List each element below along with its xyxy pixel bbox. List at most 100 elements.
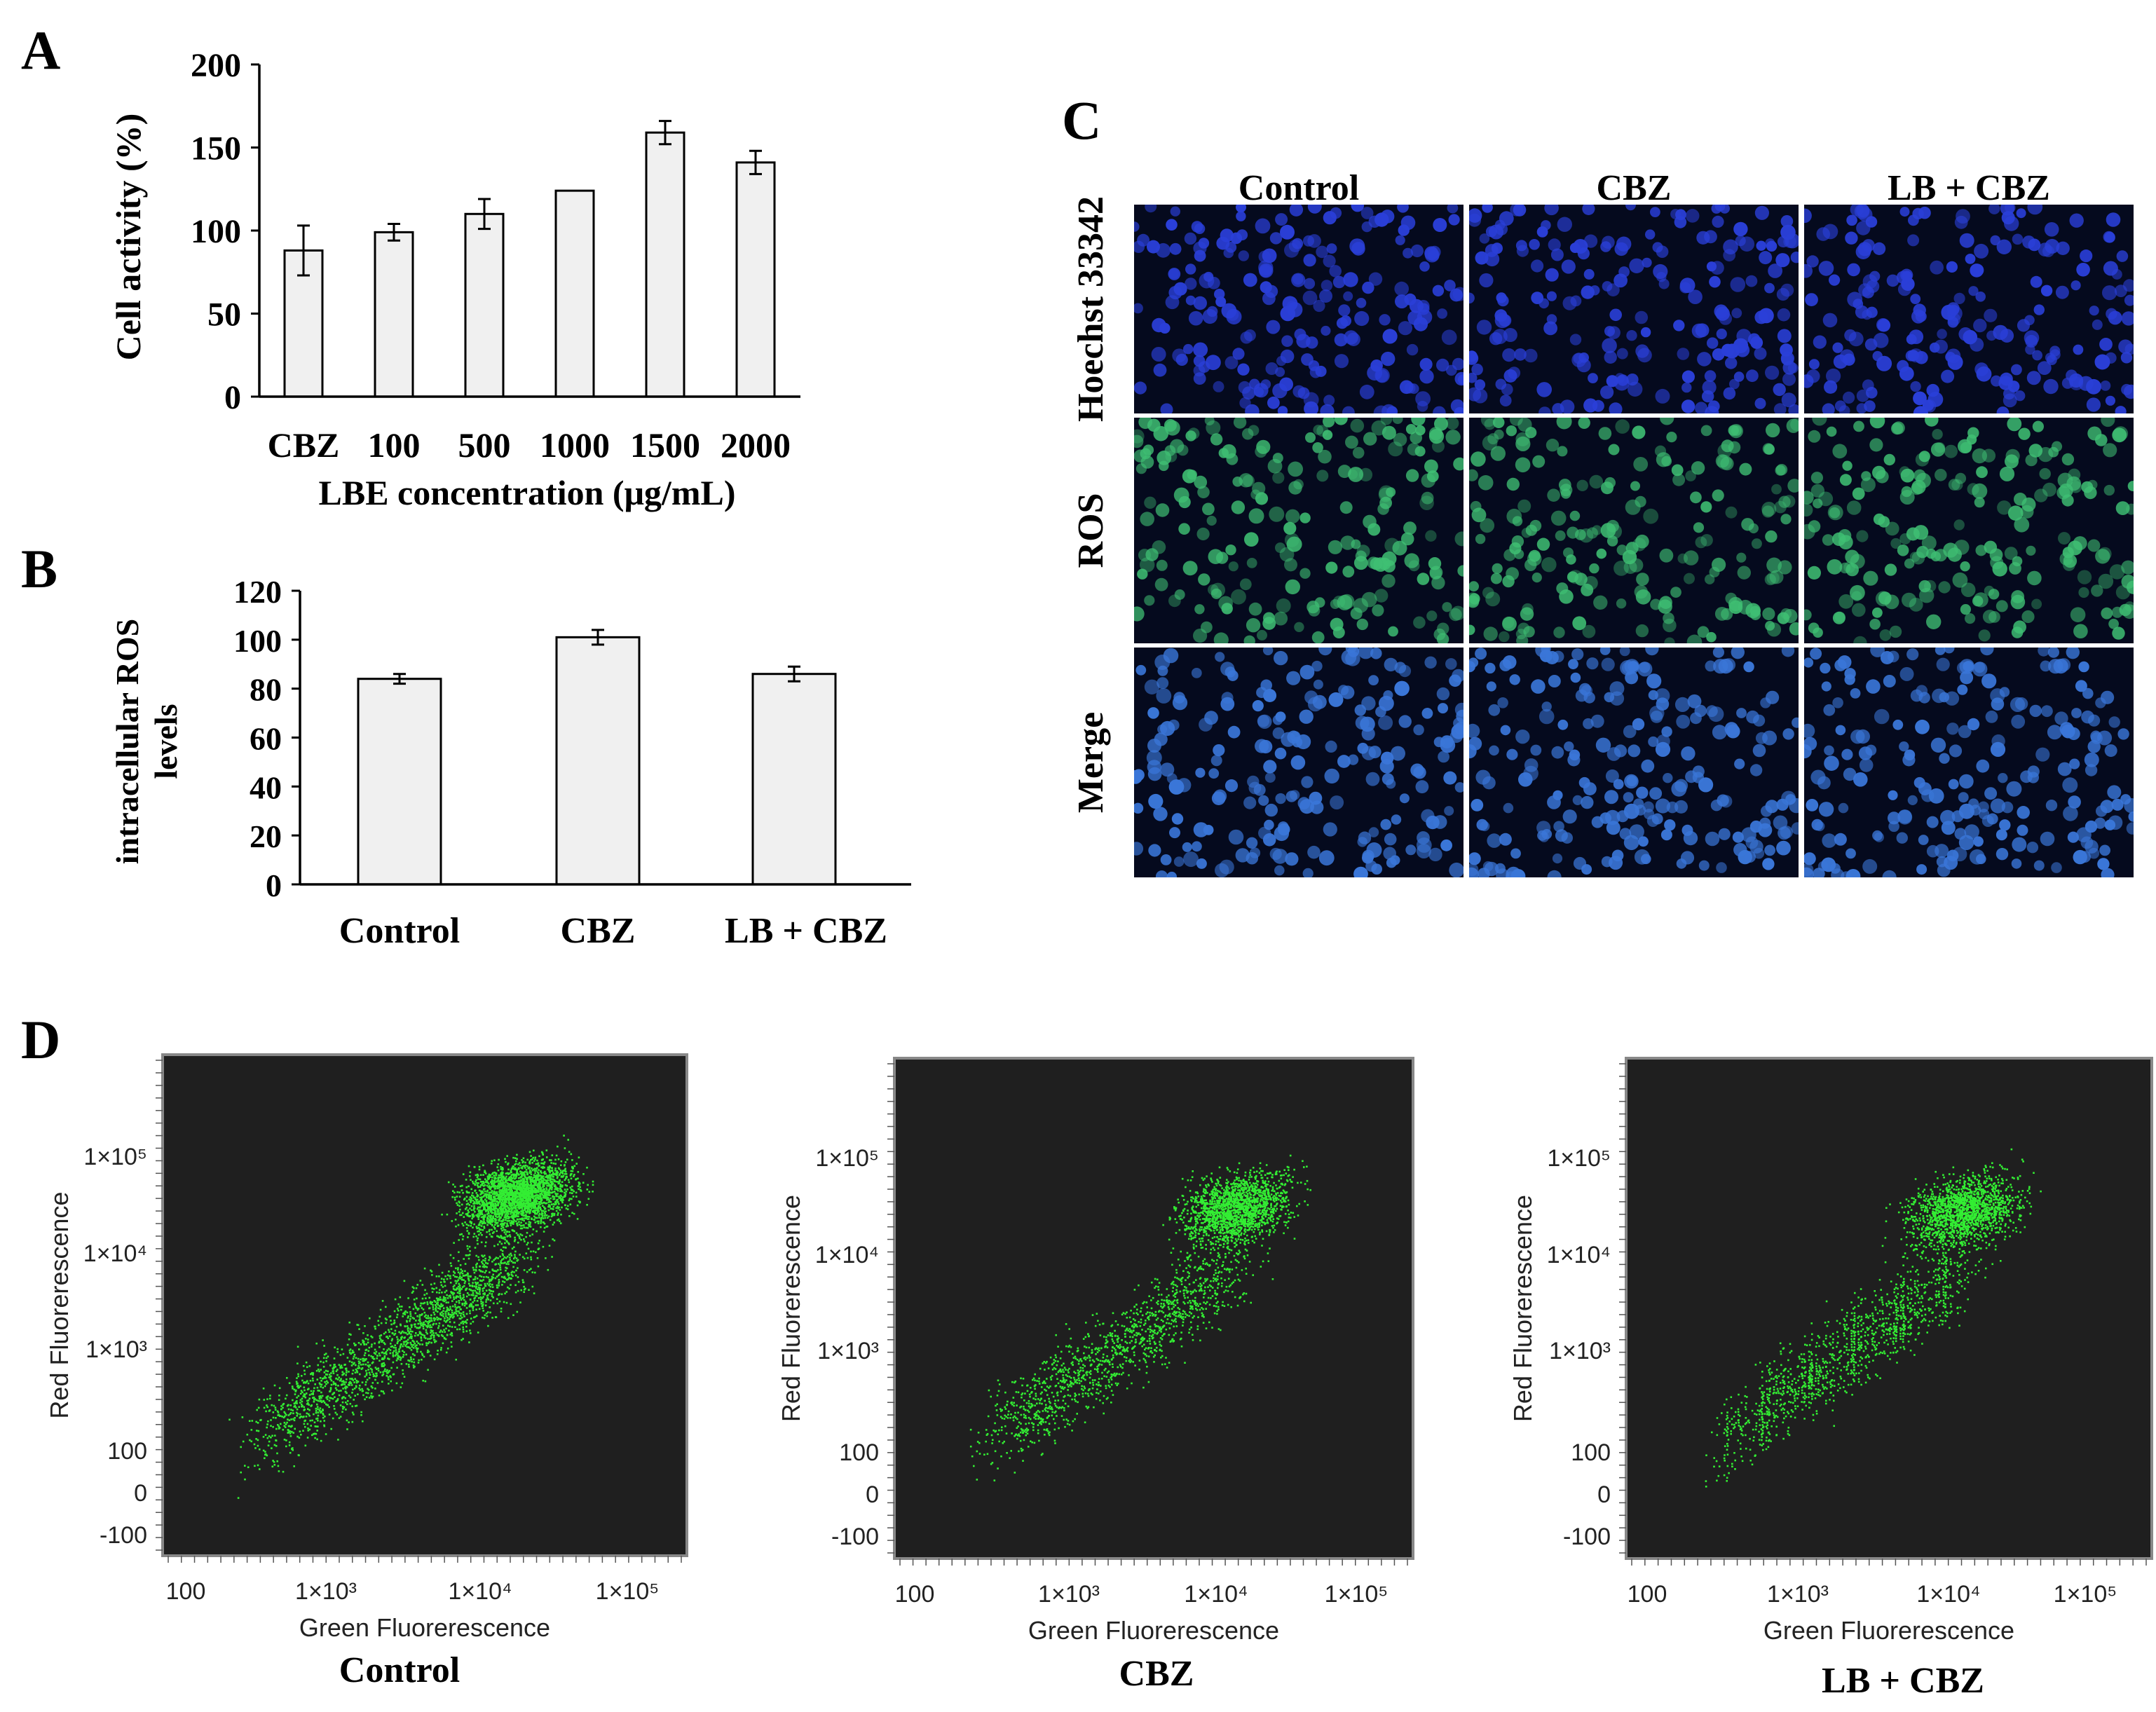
cell-nucleus (1714, 205, 1726, 212)
cell-nucleus (1874, 832, 1884, 842)
panel-letter-a: A (21, 20, 60, 81)
scatter-point (469, 1310, 471, 1312)
cell-nucleus (1609, 681, 1625, 697)
cell-nucleus (1845, 848, 1856, 859)
scatter-point (453, 1242, 455, 1244)
scatter-point (476, 1201, 478, 1203)
scatter-point (526, 1203, 528, 1205)
cell-nucleus (1995, 848, 2009, 861)
cell-nucleus (1307, 845, 1321, 859)
scatter-point (317, 1408, 319, 1410)
scatter-point (535, 1207, 538, 1210)
cell-nucleus (1813, 498, 1823, 509)
cell-nucleus (1197, 486, 1210, 499)
scatter-point (493, 1171, 496, 1174)
cell-nucleus (1553, 790, 1563, 800)
scatter-point (538, 1217, 540, 1219)
scatter-point (535, 1198, 537, 1201)
cell-nucleus (1332, 275, 1346, 289)
scatter-point (300, 1403, 303, 1406)
scatter-point (528, 1184, 531, 1187)
scatter-point (521, 1189, 524, 1191)
cell-nucleus (2020, 505, 2034, 519)
scatter-point (565, 1173, 568, 1175)
scatter-point (483, 1205, 486, 1207)
scatter-point (472, 1278, 475, 1281)
cell-nucleus (1609, 402, 1623, 413)
scatter-point (458, 1211, 460, 1213)
cell-nucleus (1388, 441, 1403, 457)
cell-nucleus (1235, 848, 1250, 863)
scatter-point (517, 1188, 520, 1190)
scatter-point (548, 1170, 551, 1173)
scatter-point (429, 1326, 431, 1329)
scatter-point (509, 1184, 511, 1187)
cell-nucleus (1712, 489, 1724, 502)
cell-nucleus (1145, 548, 1159, 561)
cell-nucleus (1880, 651, 1894, 664)
scatter-point (471, 1217, 473, 1220)
scatter-point (520, 1190, 522, 1192)
scatter-point (386, 1353, 388, 1355)
scatter-point (530, 1155, 532, 1157)
scatter-point (546, 1182, 549, 1184)
scatter-point (446, 1213, 449, 1216)
cell-nucleus (1368, 827, 1379, 837)
scatter-point (579, 1186, 581, 1189)
cell-nucleus (1213, 632, 1229, 643)
cell-nucleus (1734, 758, 1745, 769)
cell-nucleus (1832, 611, 1845, 624)
cell-nucleus (1531, 573, 1542, 583)
scatter-point (549, 1179, 551, 1182)
scatter-point (543, 1184, 545, 1186)
cell-nucleus (1946, 261, 1958, 273)
cell-nucleus (1262, 292, 1276, 306)
scatter-point (500, 1202, 503, 1204)
scatter-point (388, 1383, 390, 1385)
scatter-point (552, 1175, 554, 1178)
scatter-point (307, 1427, 309, 1430)
scatter-point (364, 1376, 366, 1378)
cell-nucleus (1743, 661, 1754, 673)
scatter-point (552, 1178, 554, 1181)
cell-nucleus (1329, 265, 1342, 278)
cell-nucleus (1981, 673, 1997, 689)
cell-nucleus (1582, 624, 1596, 638)
cell-nucleus (1690, 491, 1702, 504)
scatter-point (536, 1177, 539, 1179)
scatter-point (565, 1170, 567, 1173)
cell-nucleus (1913, 469, 1926, 482)
scatter-point (521, 1159, 523, 1161)
scatter-point (516, 1224, 519, 1226)
scatter-point (524, 1205, 527, 1207)
scatter-point (507, 1225, 509, 1227)
scatter-point (515, 1174, 518, 1176)
scatter-point (571, 1192, 573, 1194)
scatter-point (493, 1200, 496, 1203)
scatter-point (543, 1211, 546, 1214)
cell-nucleus (1973, 592, 1988, 608)
scatter-point (475, 1214, 477, 1217)
scatter-point (458, 1306, 461, 1308)
scatter-point (503, 1189, 506, 1191)
scatter-point (533, 1181, 535, 1183)
cell-nucleus (1866, 679, 1881, 694)
scatter-point (557, 1181, 559, 1183)
cell-nucleus (1944, 648, 1955, 654)
scatter-point (506, 1220, 509, 1222)
cell-nucleus (1586, 657, 1599, 670)
scatter-point (534, 1172, 536, 1175)
cell-nucleus (1681, 382, 1692, 393)
scatter-point (519, 1172, 522, 1175)
scatter-point (400, 1338, 402, 1340)
cell-nucleus (1912, 207, 1924, 220)
scatter-point (500, 1222, 503, 1225)
scatter-point (468, 1204, 470, 1206)
cell-nucleus (1804, 723, 1815, 739)
cell-nucleus (1502, 575, 1515, 588)
scatter-point (354, 1395, 356, 1397)
scatter-point (278, 1425, 280, 1427)
scatter-point (529, 1181, 531, 1183)
scatter-point (473, 1316, 475, 1319)
cell-nucleus (1293, 479, 1304, 490)
